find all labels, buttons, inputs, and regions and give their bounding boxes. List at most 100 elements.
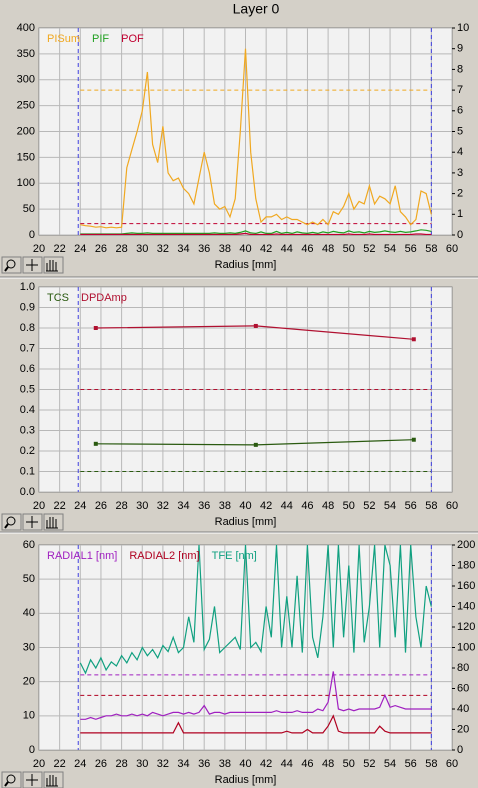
x-tick-label: 60 — [446, 758, 458, 770]
point — [253, 323, 258, 328]
x-tick-label: 44 — [281, 500, 293, 512]
x-tick-label: 36 — [198, 243, 210, 255]
x-tick-label: 36 — [198, 500, 210, 512]
x-tick-label: 24 — [74, 243, 86, 255]
x-tick-label: 60 — [446, 500, 458, 512]
x-tick-label: 34 — [177, 758, 189, 770]
y-tick-label: 0.1 — [20, 465, 35, 477]
x-tick-label: 56 — [405, 243, 417, 255]
y-tick-label: 0.6 — [20, 363, 35, 375]
y2-tick-label: 1 — [457, 208, 463, 220]
zoom-icon — [4, 523, 9, 529]
point — [93, 441, 98, 446]
y2-tick-label: 2 — [457, 188, 463, 200]
y2-tick-label: 80 — [457, 662, 469, 674]
y-tick-label: 250 — [17, 100, 35, 112]
zoom-icon — [4, 266, 9, 272]
series-line — [79, 545, 432, 675]
y2-tick-label: 10 — [457, 22, 469, 34]
y2-tick-label: 180 — [457, 559, 475, 571]
x-tick-label: 22 — [54, 243, 66, 255]
plot — [39, 287, 452, 492]
y-tick-label: 60 — [23, 539, 35, 551]
x-tick-label: 24 — [74, 500, 86, 512]
series-line — [80, 229, 432, 235]
x-tick-label: 50 — [343, 758, 355, 770]
y2-tick-label: 0 — [457, 229, 463, 241]
legend-entry: POF — [121, 33, 144, 45]
y-tick-label: 0 — [29, 744, 35, 756]
x-tick-label: 52 — [363, 243, 375, 255]
x-tick-label: 32 — [157, 500, 169, 512]
x-tick-label: 20 — [33, 243, 45, 255]
y2-tick-label: 0 — [457, 744, 463, 756]
x-tick-label: 32 — [157, 758, 169, 770]
x-tick-label: 30 — [136, 758, 148, 770]
y-tick-label: 0.8 — [20, 322, 35, 334]
x-tick-label: 26 — [95, 243, 107, 255]
legend-entry: DPDAmp — [81, 292, 127, 304]
zoom-icon — [6, 259, 16, 269]
series-line — [80, 232, 432, 235]
y2-tick-label: 4 — [457, 146, 463, 158]
x-tick-label: 26 — [95, 758, 107, 770]
y-tick-label: 50 — [23, 573, 35, 585]
x-tick-label: 54 — [384, 500, 396, 512]
series-line — [80, 671, 432, 720]
y2-tick-label: 9 — [457, 43, 463, 55]
legend-entry: PIF — [92, 33, 109, 45]
y-tick-label: 30 — [23, 641, 35, 653]
x-tick-label: 30 — [136, 500, 148, 512]
y-tick-label: 0.9 — [20, 301, 35, 313]
x-tick-label: 38 — [219, 243, 231, 255]
x-tick-label: 44 — [281, 758, 293, 770]
window-title: Layer 0 — [233, 1, 280, 17]
y-tick-label: 50 — [23, 203, 35, 215]
x-tick-label: 48 — [322, 500, 334, 512]
hand-icon — [46, 517, 58, 529]
x-tick-label: 28 — [115, 500, 127, 512]
x-tick-label: 50 — [343, 500, 355, 512]
legend-entry: TFE [nm] — [212, 550, 257, 562]
x-tick-label: 40 — [239, 500, 251, 512]
hand-icon — [46, 260, 58, 272]
y-tick-label: 40 — [23, 607, 35, 619]
y-tick-label: 150 — [17, 151, 35, 163]
y2-tick-label: 6 — [457, 105, 463, 117]
y-tick-label: 0.7 — [20, 342, 35, 354]
x-tick-label: 24 — [74, 758, 86, 770]
y2-tick-label: 160 — [457, 580, 475, 592]
x-tick-label: 26 — [95, 500, 107, 512]
y-tick-label: 350 — [17, 48, 35, 60]
x-tick-label: 46 — [301, 758, 313, 770]
y-tick-label: 100 — [17, 177, 35, 189]
plot — [39, 545, 452, 750]
x-tick-label: 46 — [301, 243, 313, 255]
hand-icon — [46, 775, 58, 787]
plot — [39, 28, 452, 235]
x-tick-label: 52 — [363, 500, 375, 512]
y2-tick-label: 120 — [457, 621, 475, 633]
legend-entry: RADIAL1 [nm] — [47, 550, 117, 562]
y-tick-label: 200 — [17, 125, 35, 137]
y-tick-label: 400 — [17, 22, 35, 34]
x-tick-label: 38 — [219, 758, 231, 770]
y2-tick-label: 100 — [457, 641, 475, 653]
y-tick-label: 10 — [23, 710, 35, 722]
series-line — [80, 714, 432, 734]
x-tick-label: 58 — [425, 243, 437, 255]
x-tick-label: 28 — [115, 758, 127, 770]
x-tick-label: 46 — [301, 500, 313, 512]
x-tick-label: 56 — [405, 758, 417, 770]
x-tick-label: 60 — [446, 243, 458, 255]
zoom-icon — [6, 516, 16, 526]
zoom-icon — [4, 781, 9, 787]
x-tick-label: 20 — [33, 758, 45, 770]
x-tick-label: 34 — [177, 500, 189, 512]
x-tick-label: 58 — [425, 500, 437, 512]
x-tick-label: 36 — [198, 758, 210, 770]
x-tick-label: 52 — [363, 758, 375, 770]
x-tick-label: 40 — [239, 758, 251, 770]
y-tick-label: 1.0 — [20, 281, 35, 293]
